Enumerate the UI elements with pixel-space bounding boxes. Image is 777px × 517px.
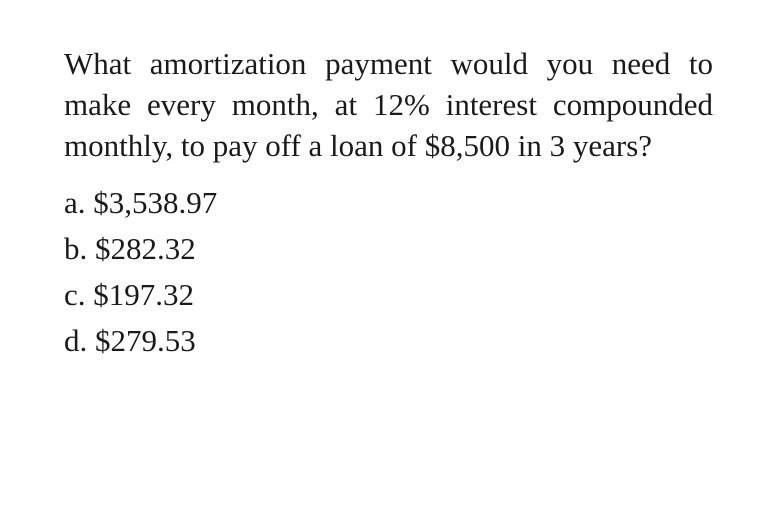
option-b-value: $282.32 — [95, 231, 196, 266]
option-b: b. $282.32 — [64, 227, 713, 271]
option-d-label: d. — [64, 323, 87, 358]
option-d-value: $279.53 — [95, 323, 196, 358]
question-prompt: What amortization payment would you need… — [64, 44, 713, 167]
option-a: a. $3,538.97 — [64, 181, 713, 225]
option-b-label: b. — [64, 231, 87, 266]
option-a-value: $3,538.97 — [93, 185, 217, 220]
option-c: c. $197.32 — [64, 273, 713, 317]
option-c-label: c. — [64, 277, 86, 312]
option-c-value: $197.32 — [93, 277, 194, 312]
option-a-label: a. — [64, 185, 86, 220]
option-d: d. $279.53 — [64, 319, 713, 363]
